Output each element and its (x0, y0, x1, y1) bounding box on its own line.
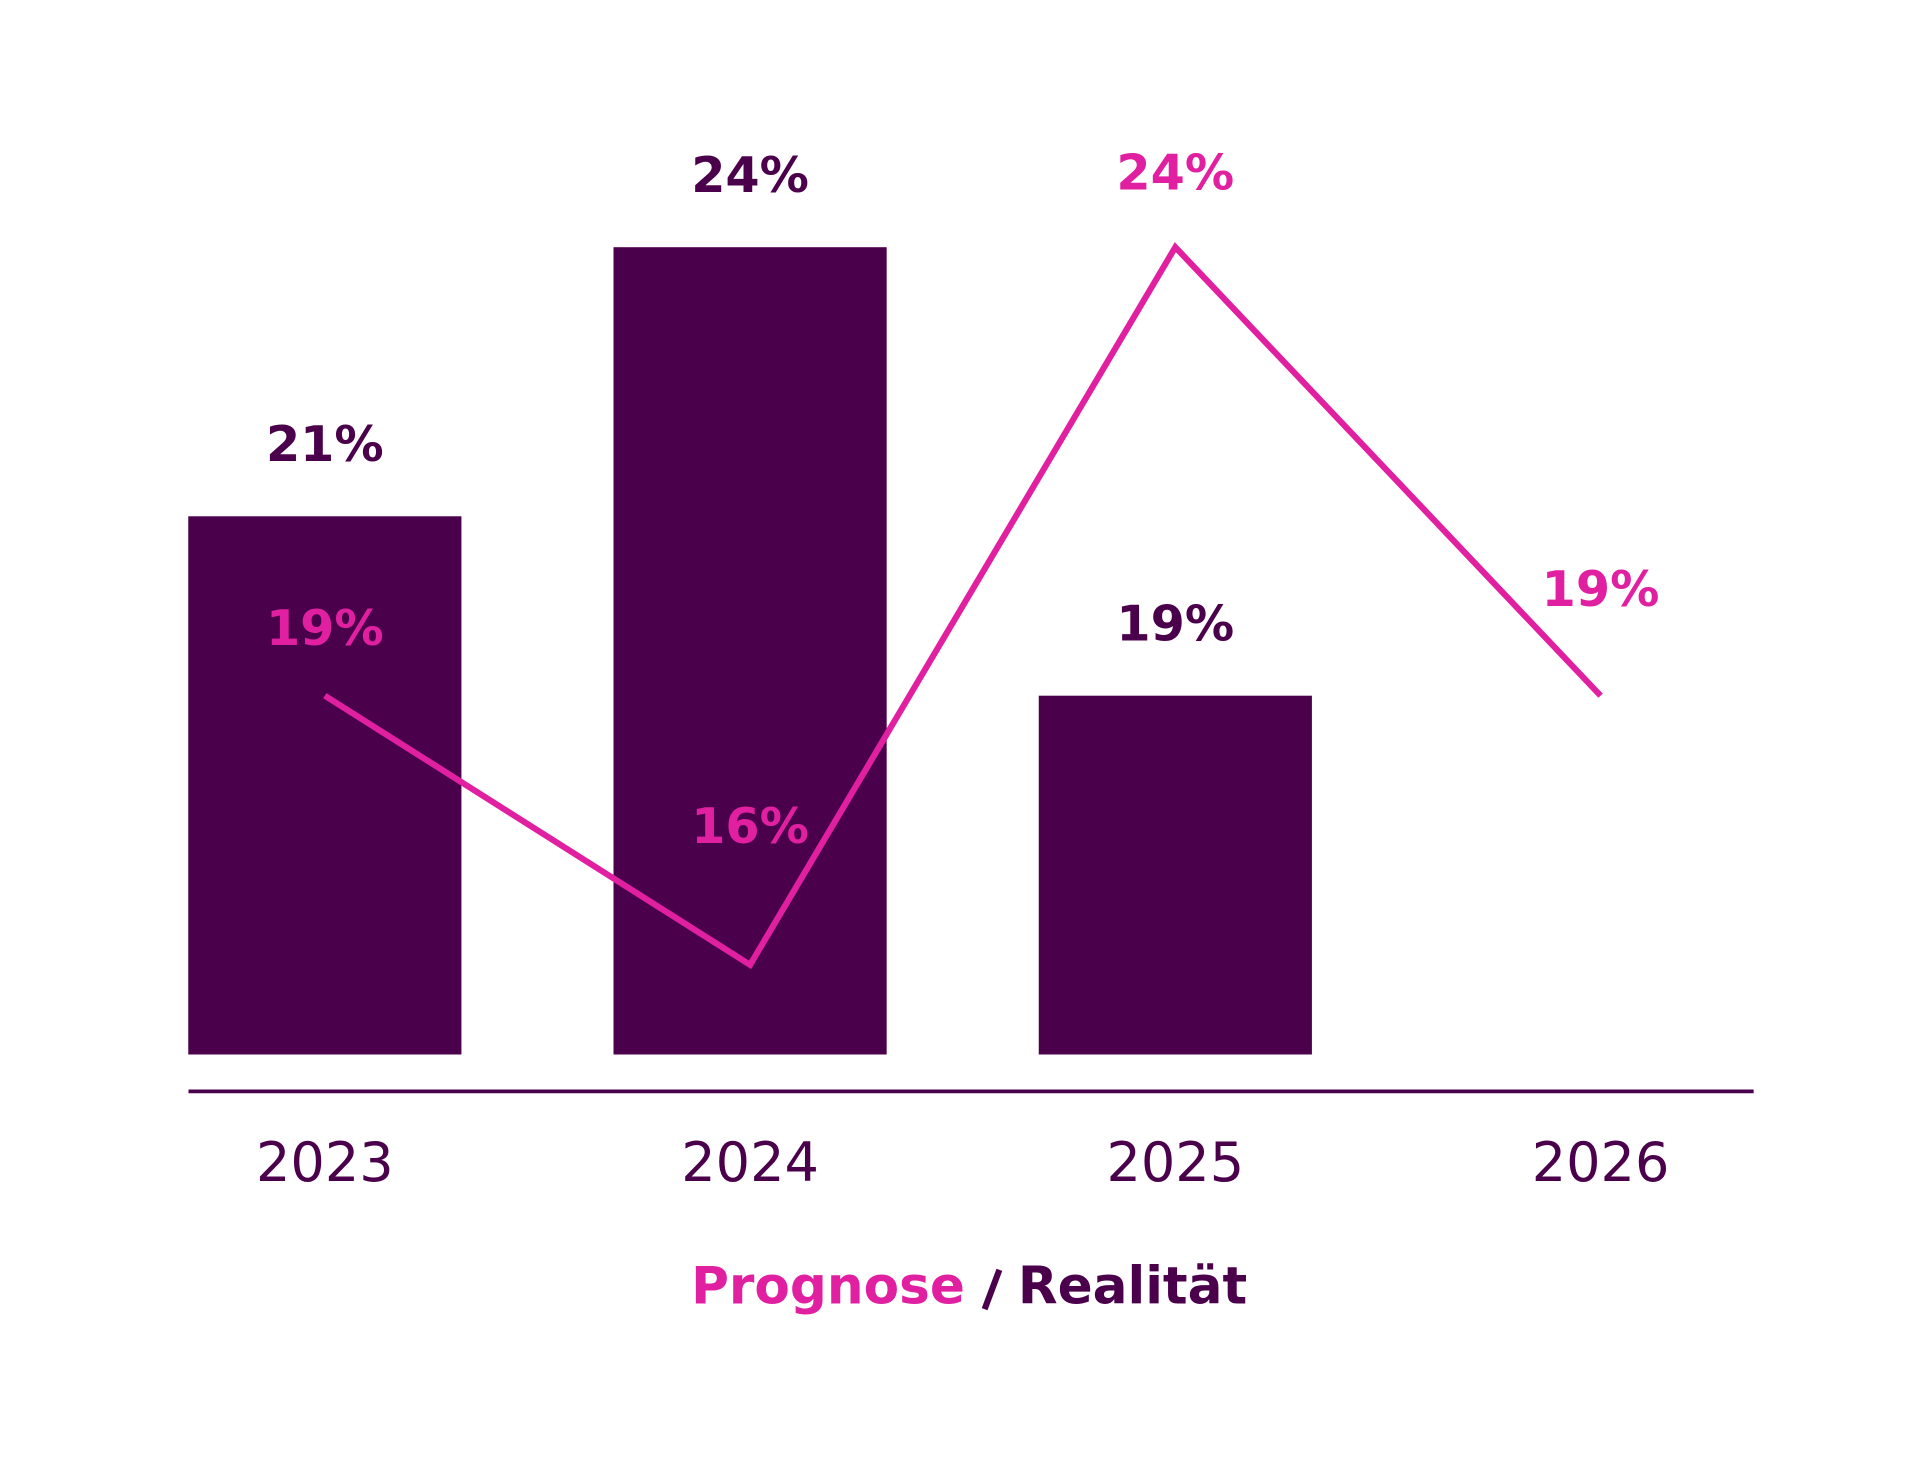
line-value-label: 24% (1116, 143, 1234, 201)
line (323, 242, 1603, 970)
legend-entry: Realität (1018, 1257, 1247, 1317)
line-value-label: 19% (266, 599, 384, 657)
bar (188, 516, 462, 1055)
line-value-label: 19% (1542, 560, 1660, 618)
x-tick-label: 2026 (1532, 1131, 1670, 1194)
bar (1038, 695, 1312, 1055)
x-tick-label: 2023 (256, 1131, 394, 1194)
x-tick-label: 2024 (681, 1131, 819, 1194)
bar-value-label: 24% (691, 146, 809, 204)
bar-value-label: 21% (266, 415, 384, 473)
bar (613, 247, 887, 1055)
bar-value-label: 19% (1116, 594, 1234, 652)
x-tick-label: 2025 (1106, 1131, 1244, 1194)
line-value-label: 16% (691, 797, 809, 855)
legend-separator (981, 1268, 1003, 1311)
legend-entry: Prognose (691, 1257, 965, 1317)
